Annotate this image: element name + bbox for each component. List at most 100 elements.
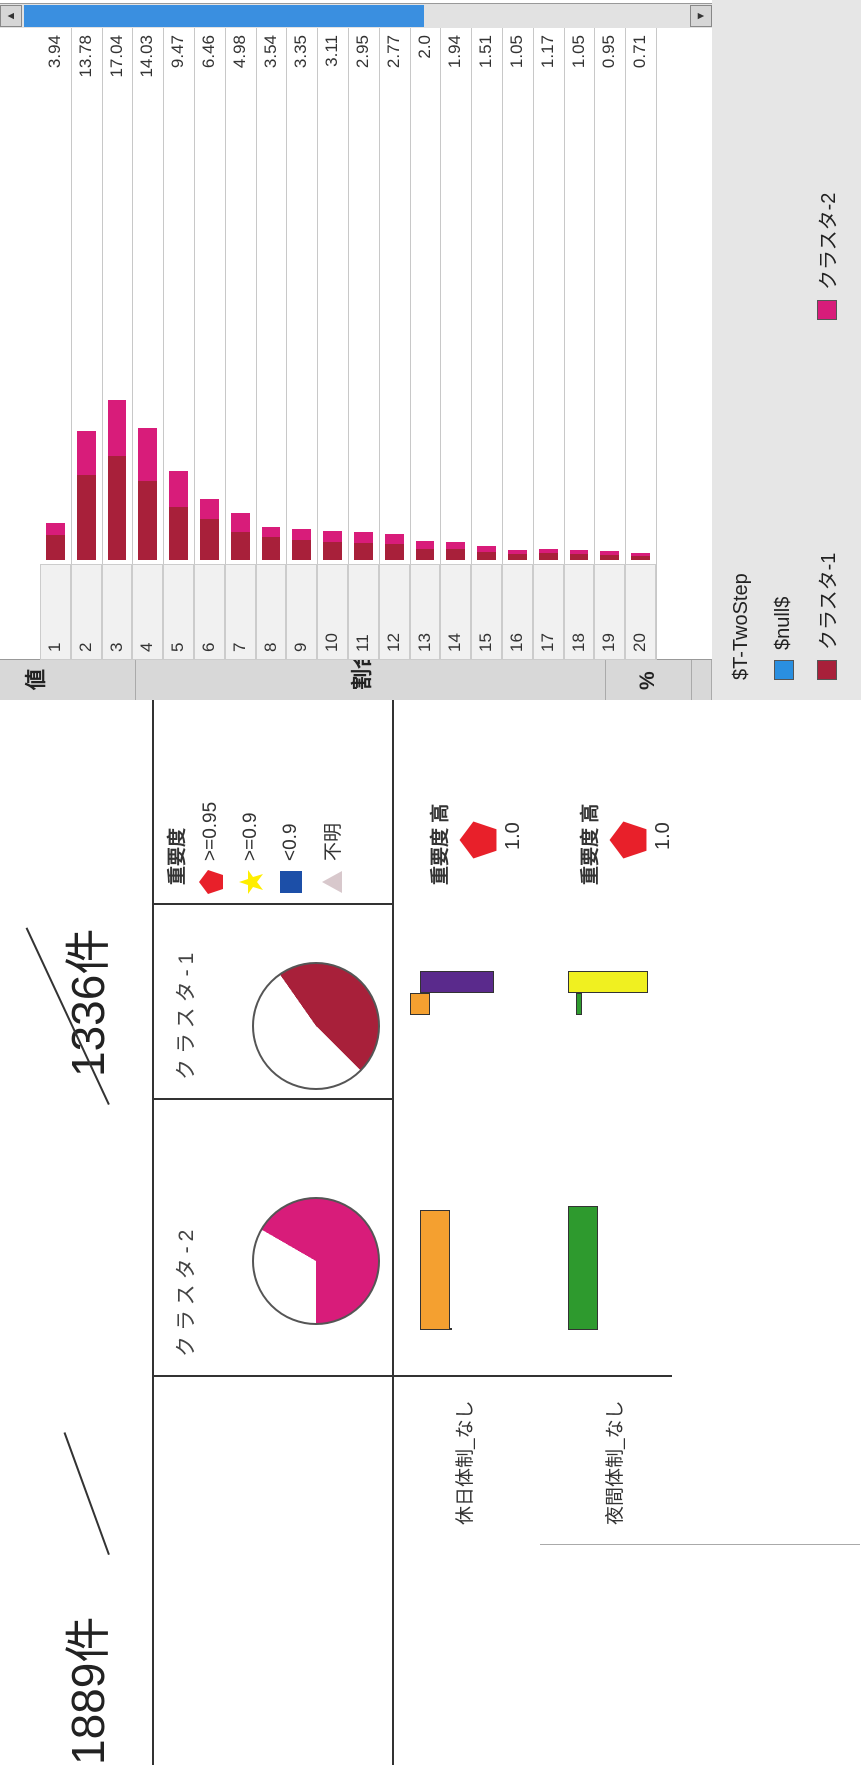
value-text: 5	[168, 642, 188, 652]
value-text: 4	[137, 642, 157, 652]
ratio-bar-cluster2	[384, 534, 404, 545]
blue-square-icon	[280, 871, 302, 893]
ratio-bar-cluster2	[600, 551, 620, 555]
vertical-scrollbar[interactable]: ▲ ▼	[0, 3, 712, 28]
importance-title-night: 重要度 高	[580, 803, 601, 885]
value-text: 15	[476, 633, 496, 652]
header-percent-cell[interactable]: %	[606, 660, 692, 700]
importance-legend-label: >=0.95	[200, 801, 221, 861]
ratio-bar-cluster1	[323, 542, 342, 560]
grid-top-line	[152, 700, 154, 1765]
scroll-down-arrow[interactable]: ▼	[690, 5, 712, 27]
ratio-bar-cluster2	[46, 523, 65, 535]
importance-legend-label: 不明	[323, 822, 344, 861]
header-ratio-cell[interactable]: 割合	[136, 648, 606, 700]
ratio-bar-cluster2	[477, 545, 496, 552]
percent-text: 2.0	[414, 35, 434, 59]
field-label-holiday: 休日体制_なし	[455, 1400, 476, 1525]
cluster2-pointer-line	[63, 1432, 110, 1555]
ratio-bar-cluster1	[415, 548, 435, 560]
value-text: 6	[199, 642, 218, 652]
legend-label: クラスタ-2	[818, 192, 840, 290]
value-text: 17	[537, 633, 557, 652]
ratio-bar-cluster2	[230, 513, 250, 532]
legend-swatch	[773, 660, 794, 680]
cluster2-label: クラスタ-2	[175, 1224, 198, 1357]
value-text: 16	[507, 633, 526, 652]
percent-text: 3.54	[260, 35, 280, 69]
ratio-bar-cluster1	[46, 534, 65, 560]
ratio-bar-cluster1	[200, 519, 219, 560]
ratio-bar-cluster1	[138, 480, 158, 560]
percent-text: 1.94	[445, 35, 465, 69]
percent-text: 1.05	[507, 35, 526, 69]
series-legend: $T-TwoStep $null$ クラスタ-1 クラスタ-2	[712, 0, 861, 700]
percent-text: 1.17	[537, 35, 557, 69]
legend-item-cluster1: クラスタ-1	[812, 553, 841, 680]
cluster2-night-bar	[568, 1206, 598, 1330]
value-text: 14	[445, 633, 465, 652]
cluster2-count-annotation: 1889件	[62, 1616, 114, 1765]
cluster1-holiday-bar-a	[420, 971, 494, 993]
value-text: 3	[106, 642, 126, 652]
legend-item-null: $null$	[772, 597, 795, 680]
ratio-bar-cluster2	[138, 428, 158, 481]
percent-text: 0.95	[599, 35, 619, 69]
distribution-table: 値 割合 % 1 3.94 2 13.78 3 17.04 4 14.03 5 9.47 6 6.46…	[0, 0, 861, 700]
value-text: 1	[45, 642, 64, 652]
ratio-bar-cluster2	[200, 499, 219, 520]
red-pentagon-icon	[199, 870, 223, 894]
ratio-bar-cluster1	[477, 551, 496, 560]
cluster2-holiday-bar	[420, 1210, 450, 1330]
red-pentagon-icon	[459, 821, 497, 859]
table-row[interactable]	[656, 28, 657, 660]
value-text: 8	[260, 642, 280, 652]
percent-text: 0.71	[630, 35, 650, 69]
grid-divider-fields	[540, 1544, 860, 1545]
percent-text: 6.46	[199, 35, 218, 69]
grid-divider-cluster1	[152, 1098, 392, 1100]
cluster2-holiday-baseline	[450, 1328, 452, 1330]
scroll-up-arrow[interactable]: ▲	[0, 5, 22, 27]
cluster1-pie	[252, 962, 380, 1090]
percent-text: 1.51	[476, 35, 496, 69]
ratio-bar-cluster1	[230, 531, 250, 560]
scroll-thumb[interactable]	[24, 5, 424, 27]
ratio-bar-cluster1	[384, 544, 404, 560]
header-value-cell[interactable]: 値	[0, 660, 136, 700]
ratio-bar-cluster1	[107, 456, 127, 560]
cluster2-pie	[252, 1197, 380, 1325]
percent-text: 3.94	[45, 35, 64, 69]
ratio-bar-cluster1	[76, 474, 96, 560]
legend-title: $T-TwoStep	[730, 573, 752, 680]
ratio-bar-cluster2	[415, 541, 435, 549]
value-text: 13	[414, 633, 434, 652]
value-text: 20	[630, 633, 650, 652]
ratio-bar-cluster2	[292, 528, 312, 541]
percent-text: 13.78	[75, 35, 95, 78]
importance-legend-label: >=0.9	[240, 812, 261, 861]
percent-text: 3.11	[322, 35, 342, 67]
red-pentagon-icon	[609, 821, 647, 859]
ratio-bar-cluster2	[107, 400, 127, 456]
cluster1-holiday-bar-b	[410, 993, 430, 1015]
percent-text: 2.77	[383, 35, 403, 69]
percent-text: 1.05	[568, 35, 588, 69]
importance-legend-item: >=0.9	[238, 812, 264, 895]
header-percent[interactable]: %	[636, 671, 659, 690]
ratio-bar-cluster2	[538, 549, 558, 554]
table-header-column: 値 割合 %	[0, 648, 712, 700]
cluster1-label: クラスタ-1	[175, 947, 198, 1080]
ratio-bar-cluster2	[169, 471, 188, 507]
ratio-bar-cluster1	[354, 543, 373, 560]
percent-text: 2.95	[353, 35, 372, 69]
value-text: 2	[75, 642, 95, 652]
ratio-bar-cluster1	[569, 554, 589, 560]
yellow-star-icon	[239, 870, 263, 894]
ratio-bar-cluster2	[354, 532, 373, 544]
grid-divider-cluster2	[152, 1375, 672, 1377]
importance-title-holiday: 重要度 高	[430, 803, 451, 885]
header-count-cell[interactable]	[692, 660, 712, 700]
header-value[interactable]: 値	[25, 669, 48, 690]
